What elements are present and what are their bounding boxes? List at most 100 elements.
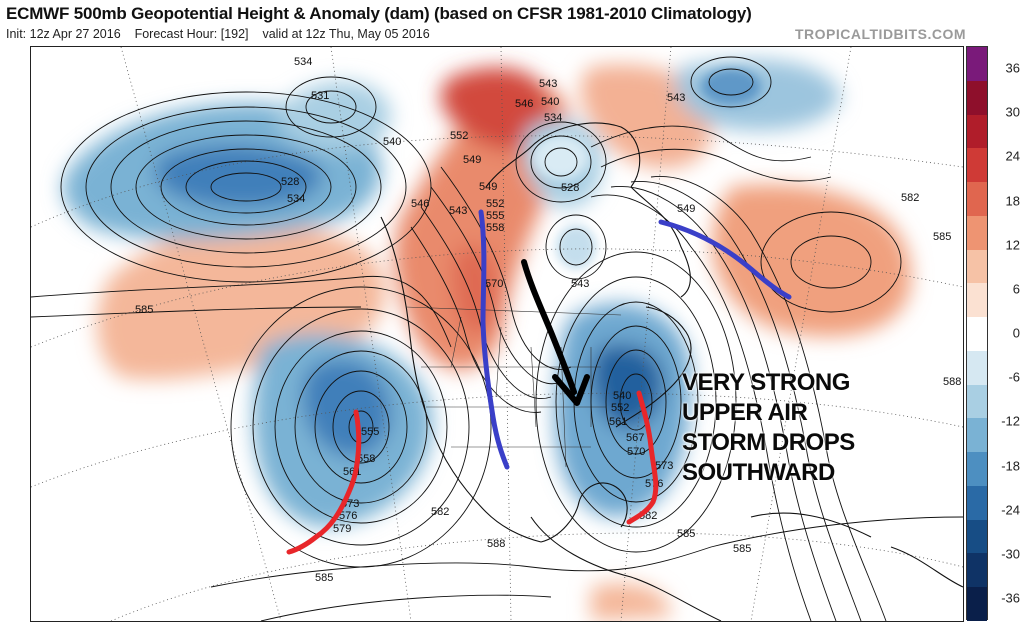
map-title: ECMWF 500mb Geopotential Height & Anomal… [6, 4, 752, 23]
height-label: 555 [361, 426, 379, 438]
valid-time: valid at 12z Thu, May 05 2016 [262, 27, 430, 41]
height-label: 582 [901, 192, 919, 204]
colorbar-segment [967, 519, 987, 554]
ridge-anomaly-west-core [452, 245, 500, 336]
height-label: 576 [339, 510, 357, 522]
height-label: 585 [933, 231, 951, 243]
height-label: 555 [486, 210, 504, 222]
colorbar-tick-label: -30 [1001, 546, 1020, 562]
height-label: 543 [667, 92, 685, 104]
colorbar-tick-label: 30 [1005, 104, 1020, 120]
height-labels: 534 531 528 534 540 546 543 549 552 549 … [135, 56, 961, 584]
colorbar-tick-label: 36 [1005, 60, 1020, 76]
colorbar-segment [967, 283, 987, 317]
height-label: 582 [431, 506, 449, 518]
height-label: 540 [613, 390, 631, 402]
red-trough-line-west [286, 409, 362, 555]
anomaly-colorbar [966, 46, 988, 621]
init-time: Init: 12z Apr 27 2016 [6, 27, 121, 41]
height-label: 540 [383, 136, 401, 148]
colorbar-tick-label: 0 [1012, 325, 1020, 341]
colorbar-segment [967, 182, 987, 216]
map-subtitle: Init: 12z Apr 27 2016 Forecast Hour: [19… [6, 27, 430, 41]
trough-anomaly-north-pacific-core [154, 144, 323, 208]
colorbar-tick-label: -12 [1001, 413, 1020, 429]
brand-watermark: TROPICALTIDBITS.COM [794, 26, 966, 42]
height-label: 552 [450, 130, 468, 142]
height-label: 570 [485, 278, 503, 290]
ridge-anomaly-canada-core [440, 67, 551, 151]
height-label: 585 [315, 572, 333, 584]
height-label: 585 [677, 528, 695, 540]
colorbar-tick-label: -18 [1001, 458, 1020, 473]
colorbar-segment [967, 452, 987, 486]
colorbar-labels: 36 30 24 18 12 6 0 -6 -12 -18 -24 -30 -36 [990, 46, 1024, 620]
colorbar-segment [967, 384, 987, 419]
height-label: 585 [733, 543, 751, 555]
height-label: 543 [539, 78, 557, 90]
drawn-annotations [286, 209, 792, 555]
height-label: 528 [561, 182, 579, 194]
colorbar-tick-label: 6 [1012, 281, 1020, 297]
height-label: 570 [627, 446, 645, 458]
annotation-line: VERY STRONG [682, 369, 850, 396]
height-label: 579 [333, 523, 351, 535]
trough-anomaly-eastpac-core [302, 359, 391, 457]
height-contours [31, 56, 963, 621]
header: ECMWF 500mb Geopotential Height & Anomal… [0, 0, 1024, 46]
height-label: 534 [287, 193, 305, 205]
forecast-hour: Forecast Hour: [192] [134, 27, 249, 41]
colorbar-segment [967, 317, 987, 351]
height-label: 549 [463, 154, 481, 166]
colorbar-tick-label: 18 [1005, 193, 1020, 208]
colorbar-tick-label: -24 [1001, 502, 1020, 518]
colorbar-segment [967, 249, 987, 284]
map-canvas: 534 531 528 534 540 546 543 549 552 549 … [31, 47, 963, 621]
height-label: 558 [486, 222, 504, 234]
height-label: 534 [294, 56, 312, 68]
colorbar-tick-label: 24 [1005, 148, 1020, 164]
ridge-anomaly-atlantic [712, 184, 911, 337]
height-label: 540 [541, 96, 559, 108]
height-label: 588 [943, 376, 961, 388]
height-label: 543 [449, 205, 467, 217]
height-label: 546 [515, 98, 533, 110]
anomaly-shading [62, 59, 911, 621]
map-panel: 534 531 528 534 540 546 543 549 552 549 … [30, 46, 964, 622]
ridge-anomaly-south [591, 583, 671, 621]
blue-ridge-line-east [658, 219, 792, 300]
height-label: 528 [281, 176, 299, 188]
height-label: 561 [609, 416, 627, 428]
colorbar-segment [967, 350, 987, 385]
annotation-text: VERY STRONG UPPER AIR STORM DROPS SOUTHW… [682, 368, 855, 488]
height-label: 534 [544, 112, 562, 124]
height-label: 552 [611, 402, 629, 414]
annotation-line: SOUTHWARD [682, 459, 835, 486]
colorbar-tick-label: 12 [1005, 237, 1020, 253]
colorbar-segment [967, 587, 987, 621]
colorbar-tick-label: -6 [1008, 369, 1020, 385]
height-label: 546 [411, 198, 429, 210]
height-label: 558 [357, 453, 375, 465]
height-label: 552 [486, 198, 504, 210]
height-label: 588 [487, 538, 505, 550]
graticule [31, 47, 963, 621]
height-label: 573 [655, 460, 673, 472]
height-label: 543 [571, 278, 589, 290]
height-label: 585 [135, 304, 153, 316]
colorbar-segment [967, 114, 987, 149]
colorbar-segment [967, 485, 987, 520]
red-trough-line-east [626, 390, 659, 525]
annotation-line: UPPER AIR [682, 399, 808, 426]
blue-ridge-line-west [478, 209, 510, 470]
colorbar-segment [967, 553, 987, 587]
colorbar-segment [967, 215, 987, 250]
height-label: 567 [626, 432, 644, 444]
height-label: 531 [311, 90, 329, 102]
height-label: 549 [677, 203, 695, 215]
colorbar-segment [967, 148, 987, 182]
trough-anomaly-alaska [277, 81, 391, 152]
black-arrow-shaft [521, 259, 577, 395]
annotation-line: STORM DROPS [682, 429, 855, 456]
colorbar-tick-label: -36 [1001, 590, 1020, 606]
